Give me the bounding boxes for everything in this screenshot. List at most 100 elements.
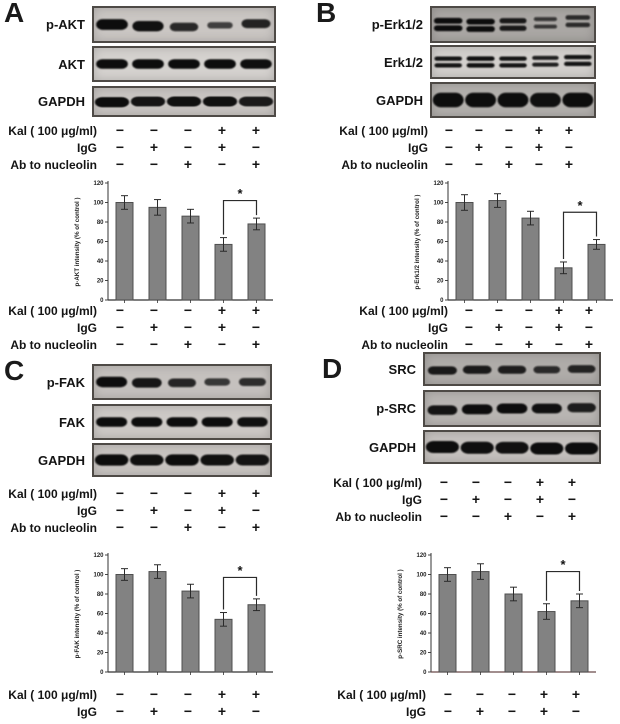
condition-symbol: − (444, 156, 454, 172)
condition-label: IgG (77, 140, 97, 155)
bar (488, 200, 507, 301)
condition-label: Ab to nucleolin (314, 722, 432, 724)
condition-symbol: + (494, 319, 504, 335)
blot-row-gapdh: GAPDH (0, 86, 310, 117)
blot-image-p-erk1/2 (430, 6, 596, 43)
panel-C-blot-conditions: Kal ( 100 μg/ml) − − − + + IgG − + − + − Ab to nucle… (0, 485, 273, 536)
panel-B: B p-Erk1/2 Erk1/2 GAPDH Kal ( 100 μg/ml) − −… (310, 0, 620, 350)
condition-symbol: − (137, 720, 171, 724)
y-tick-label: 100 (433, 201, 444, 207)
condition-symbol: + (217, 686, 227, 702)
blot-bands (434, 54, 592, 68)
condition-label: Ab to nucleolin (10, 520, 97, 535)
condition-symbols: − + − + − (103, 502, 273, 519)
blot-row-erk1/2: Erk1/2 (310, 45, 620, 79)
blot-row-src: SRC (310, 352, 620, 386)
condition-symbols: − − − + + (432, 686, 592, 703)
condition-symbol: + (149, 319, 159, 335)
bar (521, 217, 540, 301)
condition-symbols: −−+−+ (428, 508, 588, 525)
condition-symbol: − (474, 122, 484, 138)
bar (148, 571, 167, 673)
condition-row: Kal ( 100 μg/ml) − − − + + (0, 686, 273, 703)
condition-symbol: − (251, 703, 261, 719)
condition-symbols: − − − + + (103, 122, 273, 139)
condition-symbol: + (504, 156, 514, 172)
y-tick-label: 40 (97, 259, 104, 265)
condition-label: IgG (77, 320, 97, 335)
condition-symbol: − (149, 122, 159, 138)
condition-symbol: − (504, 139, 514, 155)
condition-row: Kal ( 100 μg/ml) − − − + + (0, 485, 273, 502)
condition-symbol: − (439, 508, 449, 524)
panel-C-label: C (4, 355, 25, 386)
condition-label: Ab to nucleolin (335, 509, 422, 524)
condition-symbol: + (251, 519, 261, 535)
condition-symbol: − (444, 122, 454, 138)
condition-symbol: + (567, 508, 577, 524)
condition-label: Ab to nucleolin (10, 157, 97, 172)
condition-label: Ab to nucleolin (341, 157, 428, 172)
y-tick-label: 40 (420, 631, 427, 637)
condition-symbol: + (564, 122, 574, 138)
condition-symbol: − (534, 156, 544, 172)
condition-symbol: + (535, 491, 545, 507)
y-axis-label: p-FAK intensity (% of control ) (74, 570, 81, 659)
condition-label: Kal ( 100 μg/ml) (333, 475, 422, 490)
condition-label: IgG (77, 503, 97, 518)
condition-symbols: − − − + + (454, 302, 604, 319)
condition-symbol: + (217, 139, 227, 155)
condition-symbol: − (115, 519, 125, 535)
condition-symbol: − (464, 336, 474, 350)
y-tick-label: 100 (93, 573, 104, 579)
panel-C-bar-chart: 0 20 40 60 80 100 120 p-FAK intensity (% of con… (62, 550, 297, 685)
blot-row-p-erk1/2: p-Erk1/2 (310, 6, 620, 43)
blot-image-akt (92, 46, 276, 82)
condition-symbol: + (560, 720, 592, 724)
condition-symbol: + (534, 122, 544, 138)
condition-symbols: − + − + − (428, 491, 588, 508)
panel-A-label: A (4, 0, 25, 28)
blot-row-gapdh: GAPDH (310, 430, 620, 464)
y-tick-label: 20 (437, 279, 444, 285)
bar (537, 611, 556, 673)
blot-label: p-FAK (46, 374, 85, 390)
condition-symbol: + (217, 502, 227, 518)
panel-A-blot-conditions: Kal ( 100 μg/ml) − − − + + IgG − + − + − Ab to nucle… (0, 122, 273, 173)
condition-symbol: + (554, 302, 564, 318)
condition-symbol: + (584, 336, 594, 350)
blot-row-gapdh: GAPDH (310, 82, 620, 118)
condition-row: IgG − + − + − (0, 502, 273, 519)
condition-symbol: + (251, 336, 261, 350)
blot-label: GAPDH (38, 452, 85, 468)
blot-label: p-AKT (46, 17, 85, 32)
condition-symbol: − (471, 508, 481, 524)
panel-C: C p-FAK FAK GAPDH Kal ( 100 μg/ml) − − − + + IgG… (0, 350, 310, 724)
condition-symbol: − (439, 491, 449, 507)
condition-symbol: − (464, 302, 474, 318)
y-tick-label: 60 (97, 240, 104, 246)
condition-symbol: − (443, 686, 453, 702)
condition-symbol: + (217, 122, 227, 138)
condition-symbol: − (183, 686, 193, 702)
condition-symbol: + (251, 156, 261, 172)
blot-bands (94, 96, 274, 108)
significance-bracket (222, 199, 258, 235)
condition-symbol: + (571, 686, 581, 702)
blot-label: FAK (59, 414, 85, 430)
bar (115, 202, 134, 301)
condition-symbol: + (475, 703, 485, 719)
condition-symbol: − (183, 703, 193, 719)
condition-symbol: − (464, 720, 496, 724)
y-tick-label: 0 (423, 670, 427, 676)
y-tick-label: 100 (416, 573, 427, 579)
condition-label: IgG (428, 320, 448, 335)
condition-symbols: −−+−+ (103, 720, 273, 724)
condition-symbol: − (115, 336, 125, 350)
y-tick-label: 40 (97, 631, 104, 637)
condition-row: IgG − + − + − (310, 491, 588, 508)
blot-row-akt: AKT (0, 46, 310, 82)
bar (181, 590, 200, 673)
y-tick-label: 20 (420, 651, 427, 657)
y-tick-label: 120 (93, 181, 104, 187)
